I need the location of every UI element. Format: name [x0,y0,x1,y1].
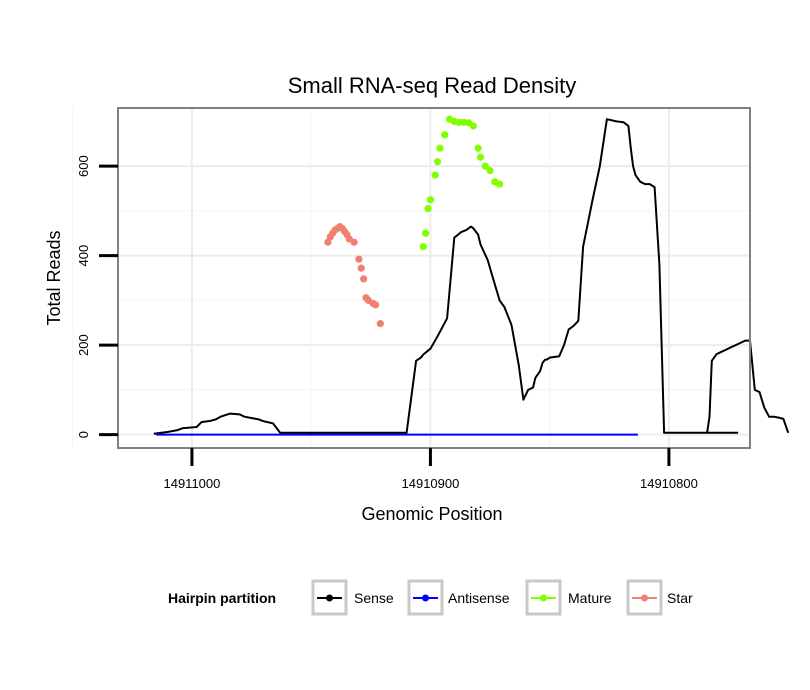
point-mature-17 [486,167,494,175]
y-tick-label-2: 400 [76,245,91,267]
point-star-0 [324,238,332,246]
y-tick-label-0: 0 [76,431,91,438]
legend: Hairpin partition Sense Antisense Mature St… [168,579,693,616]
x-tick-label-0: 14911000 [163,476,220,491]
series-line-sense [153,118,739,435]
legend-label-antisense: Antisense [448,590,510,606]
point-mature-1 [422,229,430,237]
y-axis-title: Total Reads [44,230,64,325]
point-mature-13 [469,122,477,130]
point-star-12 [357,264,365,272]
point-mature-5 [433,158,442,166]
legend-key-point-mature [540,594,547,602]
point-mature-16 [481,162,489,170]
legend-key-point-antisense [422,594,429,602]
point-mature-14 [474,144,482,152]
legend-key-point-star [641,594,648,602]
y-axis: 0 200 400 600 [76,155,118,438]
point-star-11 [355,255,363,263]
legend-key-point-sense [326,594,333,602]
point-star-17 [371,301,380,309]
point-star-10 [350,238,358,246]
legend-label-star: Star [667,590,693,606]
x-tick-label-2: 14910800 [640,476,698,491]
point-mature-19 [495,180,504,188]
point-mature-4 [431,171,439,179]
y-tick-label-3: 600 [76,155,91,177]
legend-title: Hairpin partition [168,590,276,606]
point-mature-3 [426,196,435,204]
point-mature-6 [436,144,444,152]
x-axis: 14911000 14910900 14910800 [163,448,698,491]
point-star-18 [376,320,384,328]
series-layer [153,118,790,436]
plot-panel-border [117,107,751,449]
point-mature-0 [419,243,427,251]
x-axis-title: Genomic Position [361,504,502,524]
point-mature-15 [476,153,485,161]
points-layer [324,115,504,328]
legend-label-mature: Mature [568,590,612,606]
point-star-13 [360,275,368,283]
x-tick-label-1: 14910900 [402,476,460,491]
point-mature-7 [441,131,449,139]
legend-label-sense: Sense [354,590,394,606]
series-line-sense-2 [706,339,790,434]
grid [72,108,750,448]
y-tick-label-1: 200 [76,334,91,356]
chart-title: Small RNA-seq Read Density [288,73,577,98]
point-mature-2 [424,205,432,213]
